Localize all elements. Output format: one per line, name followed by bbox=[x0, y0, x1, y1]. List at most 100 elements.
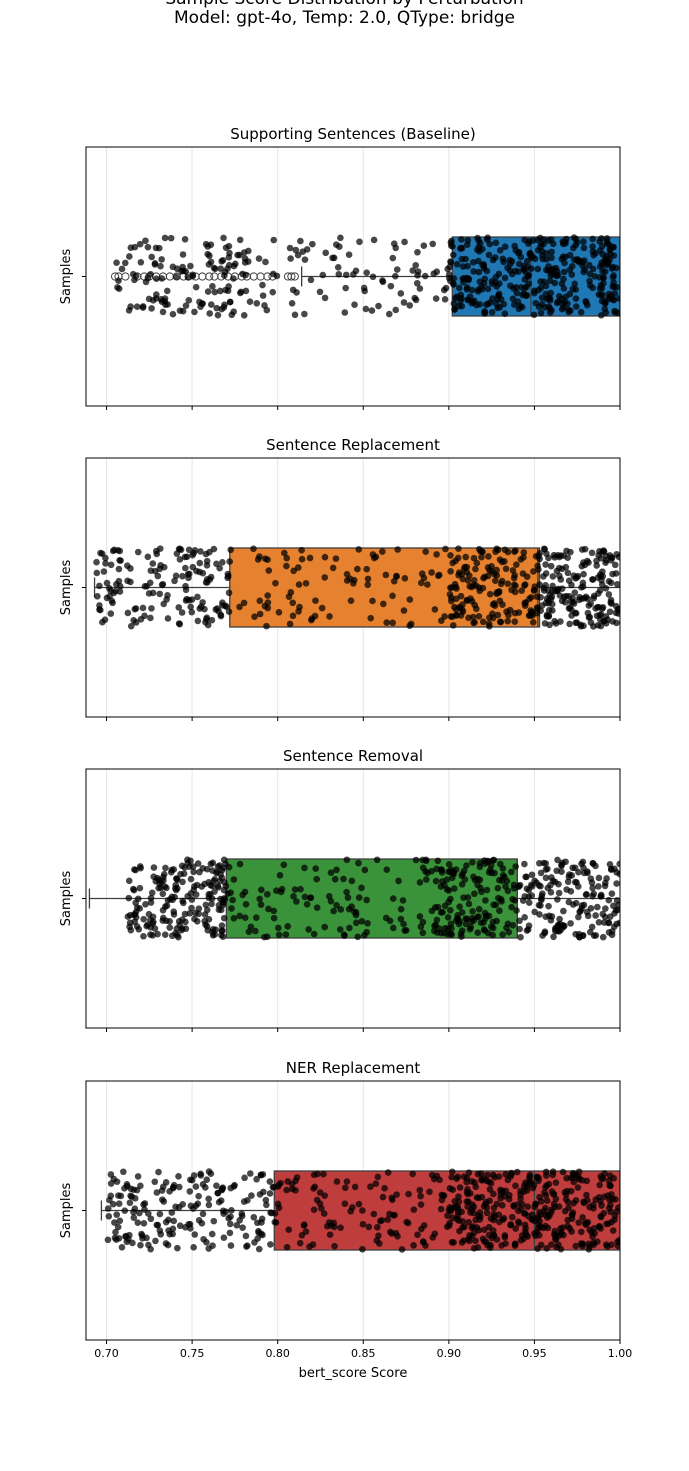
strip-point bbox=[130, 1214, 138, 1221]
strip-point bbox=[250, 545, 257, 553]
strip-point bbox=[191, 308, 198, 316]
outlier-point bbox=[205, 272, 214, 281]
strip-point bbox=[192, 283, 200, 291]
strip-point bbox=[459, 575, 467, 583]
strip-point bbox=[264, 599, 272, 606]
strip-point bbox=[565, 873, 573, 881]
strip-point bbox=[149, 932, 156, 939]
strip-point bbox=[454, 912, 461, 919]
strip-point bbox=[504, 617, 511, 625]
strip-point bbox=[379, 1193, 387, 1201]
strip-point bbox=[219, 864, 227, 872]
strip-point bbox=[334, 264, 342, 271]
strip-point bbox=[546, 309, 554, 316]
strip-point bbox=[432, 295, 440, 302]
strip-point bbox=[273, 272, 281, 280]
strip-point bbox=[169, 310, 177, 318]
strip-point bbox=[191, 883, 198, 890]
strip-point bbox=[451, 306, 458, 313]
strip-point bbox=[547, 562, 555, 570]
strip-point bbox=[490, 901, 497, 909]
strip-point bbox=[299, 248, 307, 255]
strip-point bbox=[173, 550, 181, 557]
strip-point bbox=[457, 930, 465, 937]
strip-point bbox=[474, 929, 482, 937]
strip-point bbox=[451, 1197, 459, 1205]
strip-point bbox=[555, 889, 563, 897]
strip-point bbox=[269, 288, 277, 296]
strip-point bbox=[536, 859, 543, 867]
strip-point bbox=[94, 592, 101, 600]
strip-point bbox=[250, 1213, 258, 1221]
strip-point bbox=[458, 302, 466, 310]
x-tick-label: 0.85 bbox=[351, 1347, 376, 1360]
strip-point bbox=[416, 1186, 424, 1194]
strip-point bbox=[558, 868, 565, 875]
strip-point bbox=[230, 915, 238, 922]
strip-point bbox=[457, 245, 464, 252]
strip-point bbox=[513, 907, 520, 914]
strip-point bbox=[497, 580, 505, 588]
strip-point bbox=[313, 875, 321, 883]
strip-point bbox=[153, 1221, 161, 1229]
strip-point bbox=[465, 1219, 472, 1226]
strip-point bbox=[161, 883, 169, 890]
strip-point bbox=[575, 913, 582, 921]
strip-point bbox=[606, 1172, 614, 1179]
strip-point bbox=[613, 619, 620, 627]
strip-point bbox=[483, 912, 490, 920]
strip-point bbox=[218, 927, 226, 934]
strip-point bbox=[131, 1205, 139, 1212]
strip-point bbox=[379, 548, 386, 555]
strip-point bbox=[544, 884, 552, 892]
strip-point bbox=[389, 254, 397, 262]
strip-point bbox=[602, 256, 609, 264]
strip-point bbox=[506, 267, 514, 274]
strip-point bbox=[538, 602, 546, 609]
strip-point bbox=[524, 1212, 532, 1220]
strip-point bbox=[247, 923, 255, 931]
strip-point bbox=[263, 1201, 270, 1209]
strip-point bbox=[310, 1206, 318, 1213]
strip-point bbox=[456, 903, 463, 910]
strip-point bbox=[159, 890, 167, 898]
strip-point bbox=[314, 1170, 321, 1178]
strip-point bbox=[444, 914, 452, 921]
strip-point bbox=[191, 547, 199, 554]
strip-point bbox=[390, 1211, 397, 1219]
y-axis-label: Samples bbox=[59, 1183, 74, 1239]
strip-point bbox=[266, 1190, 274, 1197]
strip-point bbox=[240, 311, 248, 319]
strip-point bbox=[113, 1236, 120, 1243]
strip-point bbox=[341, 932, 348, 939]
strip-point bbox=[144, 553, 152, 561]
strip-point bbox=[589, 884, 596, 892]
strip-point bbox=[611, 561, 619, 569]
strip-point bbox=[459, 275, 467, 282]
strip-point bbox=[569, 285, 577, 293]
strip-point bbox=[127, 622, 135, 630]
strip-point bbox=[515, 305, 523, 313]
strip-point bbox=[107, 1180, 115, 1187]
strip-point bbox=[441, 929, 448, 937]
strip-point bbox=[566, 604, 574, 611]
x-tick-label: 0.75 bbox=[180, 1347, 205, 1360]
strip-point bbox=[367, 1183, 374, 1191]
strip-point bbox=[395, 877, 402, 885]
strip-point bbox=[159, 308, 167, 316]
strip-point bbox=[118, 265, 126, 273]
strip-point bbox=[199, 865, 207, 872]
strip-point bbox=[581, 545, 589, 553]
strip-point bbox=[537, 1198, 545, 1205]
strip-point bbox=[185, 574, 192, 582]
strip-point bbox=[385, 310, 393, 318]
strip-point bbox=[126, 1231, 133, 1239]
strip-point bbox=[475, 613, 483, 620]
strip-point bbox=[289, 1185, 296, 1193]
strip-point bbox=[296, 1239, 304, 1247]
strip-point bbox=[567, 307, 574, 314]
strip-point bbox=[155, 244, 163, 252]
strip-point bbox=[447, 895, 454, 903]
strip-point bbox=[143, 1234, 150, 1242]
strip-point bbox=[218, 922, 226, 929]
